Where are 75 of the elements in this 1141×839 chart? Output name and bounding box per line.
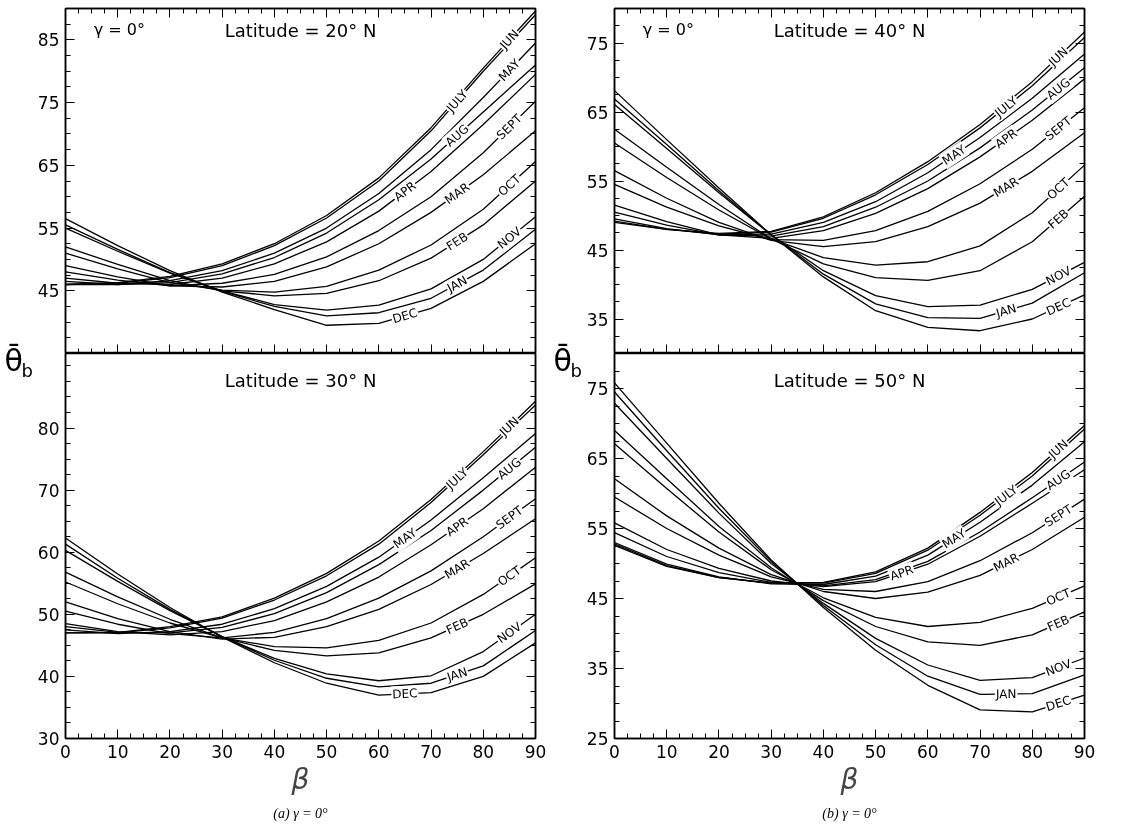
y-tick-label: 55 (37, 218, 60, 239)
text: MAR (991, 174, 1022, 201)
x-tick-label: 70 (969, 741, 991, 762)
x-tick-label: 30 (760, 741, 782, 762)
x-tick-label: 10 (655, 741, 678, 762)
x-tick-label: 20 (708, 741, 730, 762)
text: Latitude = 30° N (224, 369, 377, 391)
x-axis-title: β (839, 762, 859, 796)
x-tick-label: 50 (315, 741, 338, 762)
y-tick-label: 75 (37, 93, 60, 114)
annotation: γ = 0° (642, 19, 694, 39)
y-tick-label: 65 (586, 102, 609, 123)
y-tick-label: 55 (586, 171, 609, 192)
x-tick-label: 80 (1021, 741, 1044, 762)
x-axis-title: β (290, 762, 310, 796)
y-tick-label: 75 (586, 33, 609, 54)
x-tick-label: 60 (917, 741, 939, 762)
legend-label: DEC (1044, 295, 1073, 319)
x-tick-label: 0 (609, 741, 620, 762)
annotation: γ = 0° (93, 19, 145, 39)
legend-label: DEC (1044, 692, 1073, 715)
x-tick-label: 30 (211, 741, 233, 762)
x-tick-label: 0 (60, 741, 71, 762)
y-tick-label: 50 (37, 604, 60, 625)
legend-label: NOV (1043, 656, 1074, 679)
text: MAR (991, 550, 1022, 575)
series-label: DEC (392, 686, 418, 702)
y-tick-label: 45 (586, 589, 609, 609)
y-tick-label: 70 (37, 480, 60, 501)
y-tick-label: 60 (37, 542, 60, 563)
text: Latitude = 20° N (224, 20, 377, 42)
text: DEC (390, 305, 419, 327)
x-tick-label: 60 (368, 741, 390, 762)
y-tick-label: 65 (586, 449, 609, 469)
x-tick-label: 50 (864, 741, 887, 762)
y-tick-label: 35 (586, 309, 609, 330)
legend-label: FEB (1045, 612, 1072, 635)
y-tick-label: 85 (37, 30, 60, 51)
text: APR (992, 126, 1020, 152)
text: JAN (443, 273, 470, 296)
x-tick-label: 20 (159, 741, 181, 762)
x-tick-label: 90 (524, 741, 547, 762)
legend-label: FEB (1045, 206, 1072, 232)
x-tick-label: 40 (812, 741, 835, 762)
text: FEB (443, 615, 471, 638)
text: Latitude = 40° N (773, 20, 926, 42)
legend-label: OCT (1044, 585, 1074, 609)
y-tick-label: 45 (586, 240, 609, 261)
text: Latitude = 50° N (773, 369, 926, 391)
x-tick-label: 40 (263, 741, 286, 762)
legend-label: NOV (1043, 263, 1075, 289)
x-tick-label: 80 (472, 741, 495, 762)
text: APR (391, 178, 419, 205)
legend-label: OCT (495, 562, 525, 590)
text: MAY (939, 525, 969, 552)
y-tick-label: 40 (37, 666, 60, 687)
y-tick-label: 75 (586, 379, 609, 399)
text: (b) γ = 0° (822, 805, 878, 822)
text: JAN (993, 301, 1018, 321)
y-tick-label: 65 (37, 155, 60, 176)
text: MAR (442, 556, 473, 582)
x-tick-label: 10 (106, 741, 129, 762)
text: APR (888, 562, 916, 584)
text: JAN (444, 664, 470, 685)
text: FEB (443, 229, 471, 254)
x-tick-label: 90 (1073, 741, 1096, 762)
text: (a) γ = 0° (273, 805, 329, 822)
series-label: JAN (994, 686, 1017, 702)
x-tick-label: 70 (420, 741, 442, 762)
y-tick-label: 35 (586, 659, 609, 679)
text: APR (443, 514, 471, 540)
y-tick-label: 80 (37, 418, 60, 439)
y-tick-label: 25 (586, 729, 609, 749)
y-tick-label: 55 (586, 519, 609, 539)
y-tick-label: 45 (37, 281, 60, 302)
